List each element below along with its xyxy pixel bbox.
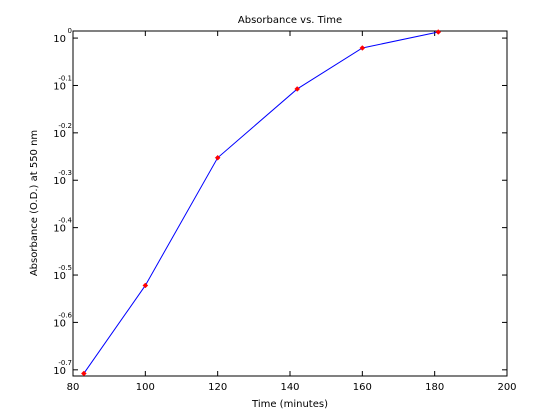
data-point (142, 282, 149, 289)
y-tick-exponent: -0.3 (58, 169, 72, 177)
y-tick-exponent: -0.2 (58, 122, 72, 130)
data-point (435, 29, 442, 35)
x-tick-label: 160 (353, 382, 372, 393)
y-tick-exponent: -0.7 (58, 359, 72, 367)
y-tick-label: 10 (53, 271, 66, 282)
chart-title: Absorbance vs. Time (238, 15, 342, 26)
y-tick-exponent: -0.1 (58, 74, 72, 82)
y-tick-exponent: -0.4 (58, 217, 72, 225)
x-tick-label: 80 (67, 382, 80, 393)
y-tick-label: 10 (53, 224, 66, 235)
y-tick-exponent: -0.6 (58, 311, 72, 319)
y-tick-label: 10 (53, 176, 66, 187)
data-line (83, 31, 439, 374)
y-tick-exponent: 0 (68, 27, 72, 35)
y-tick-label: 10 (53, 366, 66, 377)
data-point (214, 154, 221, 161)
x-tick-label: 120 (208, 382, 227, 393)
x-tick-label: 100 (136, 382, 155, 393)
x-tick-label: 180 (425, 382, 444, 393)
y-tick-exponent: -0.5 (58, 264, 72, 272)
y-tick-label: 10 (53, 81, 66, 92)
y-tick-label: 10 (53, 129, 66, 140)
x-tick-label: 200 (497, 382, 516, 393)
x-axis-label: Time (minutes) (251, 399, 328, 410)
y-tick-label: 10 (53, 318, 66, 329)
y-tick-label: 10 (53, 34, 66, 45)
y-axis-label: Absorbance (O.D.) at 550 nm (29, 130, 40, 276)
x-tick-label: 140 (280, 382, 299, 393)
data-point (359, 45, 366, 51)
data-point (294, 86, 301, 92)
data-point (80, 370, 87, 377)
